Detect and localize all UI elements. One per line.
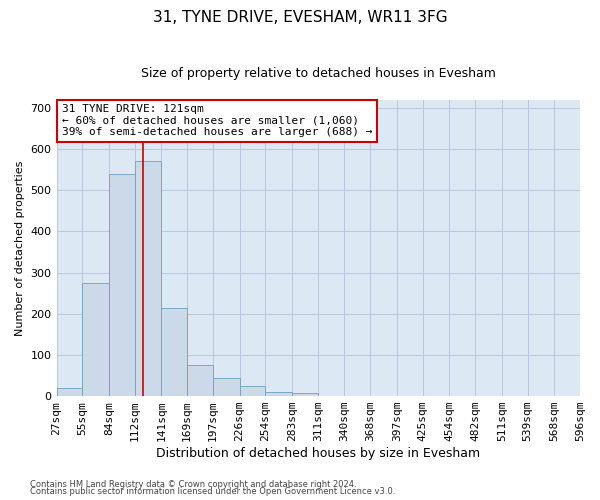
Title: Size of property relative to detached houses in Evesham: Size of property relative to detached ho… [141,68,496,80]
Bar [265,392,292,396]
Text: Contains HM Land Registry data © Crown copyright and database right 2024.: Contains HM Land Registry data © Crown c… [30,480,356,489]
Bar [239,386,265,396]
Text: Contains public sector information licensed under the Open Government Licence v3: Contains public sector information licen… [30,488,395,496]
Bar [213,378,239,396]
Bar [82,283,109,396]
Text: 31, TYNE DRIVE, EVESHAM, WR11 3FG: 31, TYNE DRIVE, EVESHAM, WR11 3FG [152,10,448,25]
Bar [292,393,318,396]
Bar [161,308,187,396]
X-axis label: Distribution of detached houses by size in Evesham: Distribution of detached houses by size … [156,447,481,460]
Bar [56,388,82,396]
Y-axis label: Number of detached properties: Number of detached properties [15,160,25,336]
Bar [109,174,135,396]
Text: 31 TYNE DRIVE: 121sqm
← 60% of detached houses are smaller (1,060)
39% of semi-d: 31 TYNE DRIVE: 121sqm ← 60% of detached … [62,104,372,138]
Bar [135,162,161,396]
Bar [187,365,213,396]
